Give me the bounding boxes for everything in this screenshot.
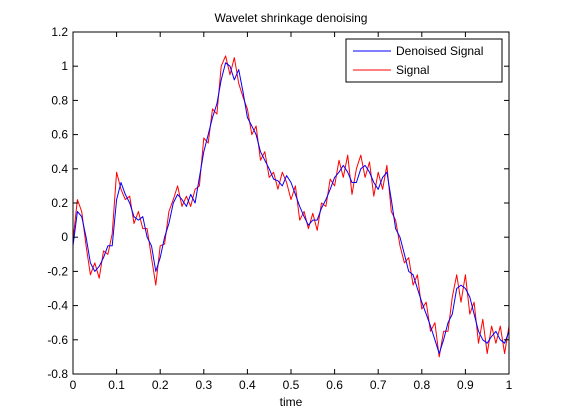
y-tick-label: 1.2	[51, 25, 68, 39]
series-layer	[72, 55, 510, 358]
y-tick-label: 1	[61, 59, 68, 73]
legend-label-signal: Signal	[396, 63, 429, 77]
x-tick-label: 1	[506, 378, 513, 392]
series-line-denoised-signal	[72, 62, 510, 354]
y-tick-label: 0	[61, 230, 68, 244]
y-tick-label: -0.2	[47, 264, 68, 278]
y-tick-label: -0.8	[47, 367, 68, 381]
x-tick-label: 0.3	[195, 378, 212, 392]
y-tick-label: 0.4	[51, 162, 68, 176]
x-tick-label: 0.1	[108, 378, 125, 392]
x-tick-label: 0.4	[239, 378, 256, 392]
y-tick-label: -0.6	[47, 333, 68, 347]
tick-layer: 0 0.1 0.2 0.3 0.4 0.5 0.6 0.7 0.8 0.9 1 -0.8 -0.6 -0.…	[47, 25, 512, 392]
legend-box	[345, 38, 503, 83]
x-tick-label: 0.2	[152, 378, 169, 392]
plot-frame	[72, 31, 510, 375]
y-tick-label: 0.2	[51, 196, 68, 210]
x-tick-label: 0.5	[283, 378, 300, 392]
x-tick-label: 0.7	[370, 378, 387, 392]
x-tick-label: 0.8	[413, 378, 430, 392]
x-axis-label: time	[280, 395, 303, 409]
x-tick-label: 0	[70, 378, 77, 392]
x-tick-label: 0.6	[326, 378, 343, 392]
y-tick-label: 0.8	[51, 93, 68, 107]
x-tick-label: 0.9	[457, 378, 474, 392]
series-line-signal	[72, 55, 510, 358]
y-tick-label: -0.4	[47, 299, 68, 313]
legend: Denoised Signal Signal	[345, 38, 503, 83]
chart-title: Wavelet shrinkage denoising	[215, 11, 368, 25]
y-tick-label: 0.6	[51, 128, 68, 142]
legend-label-denoised-signal: Denoised Signal	[396, 44, 483, 58]
